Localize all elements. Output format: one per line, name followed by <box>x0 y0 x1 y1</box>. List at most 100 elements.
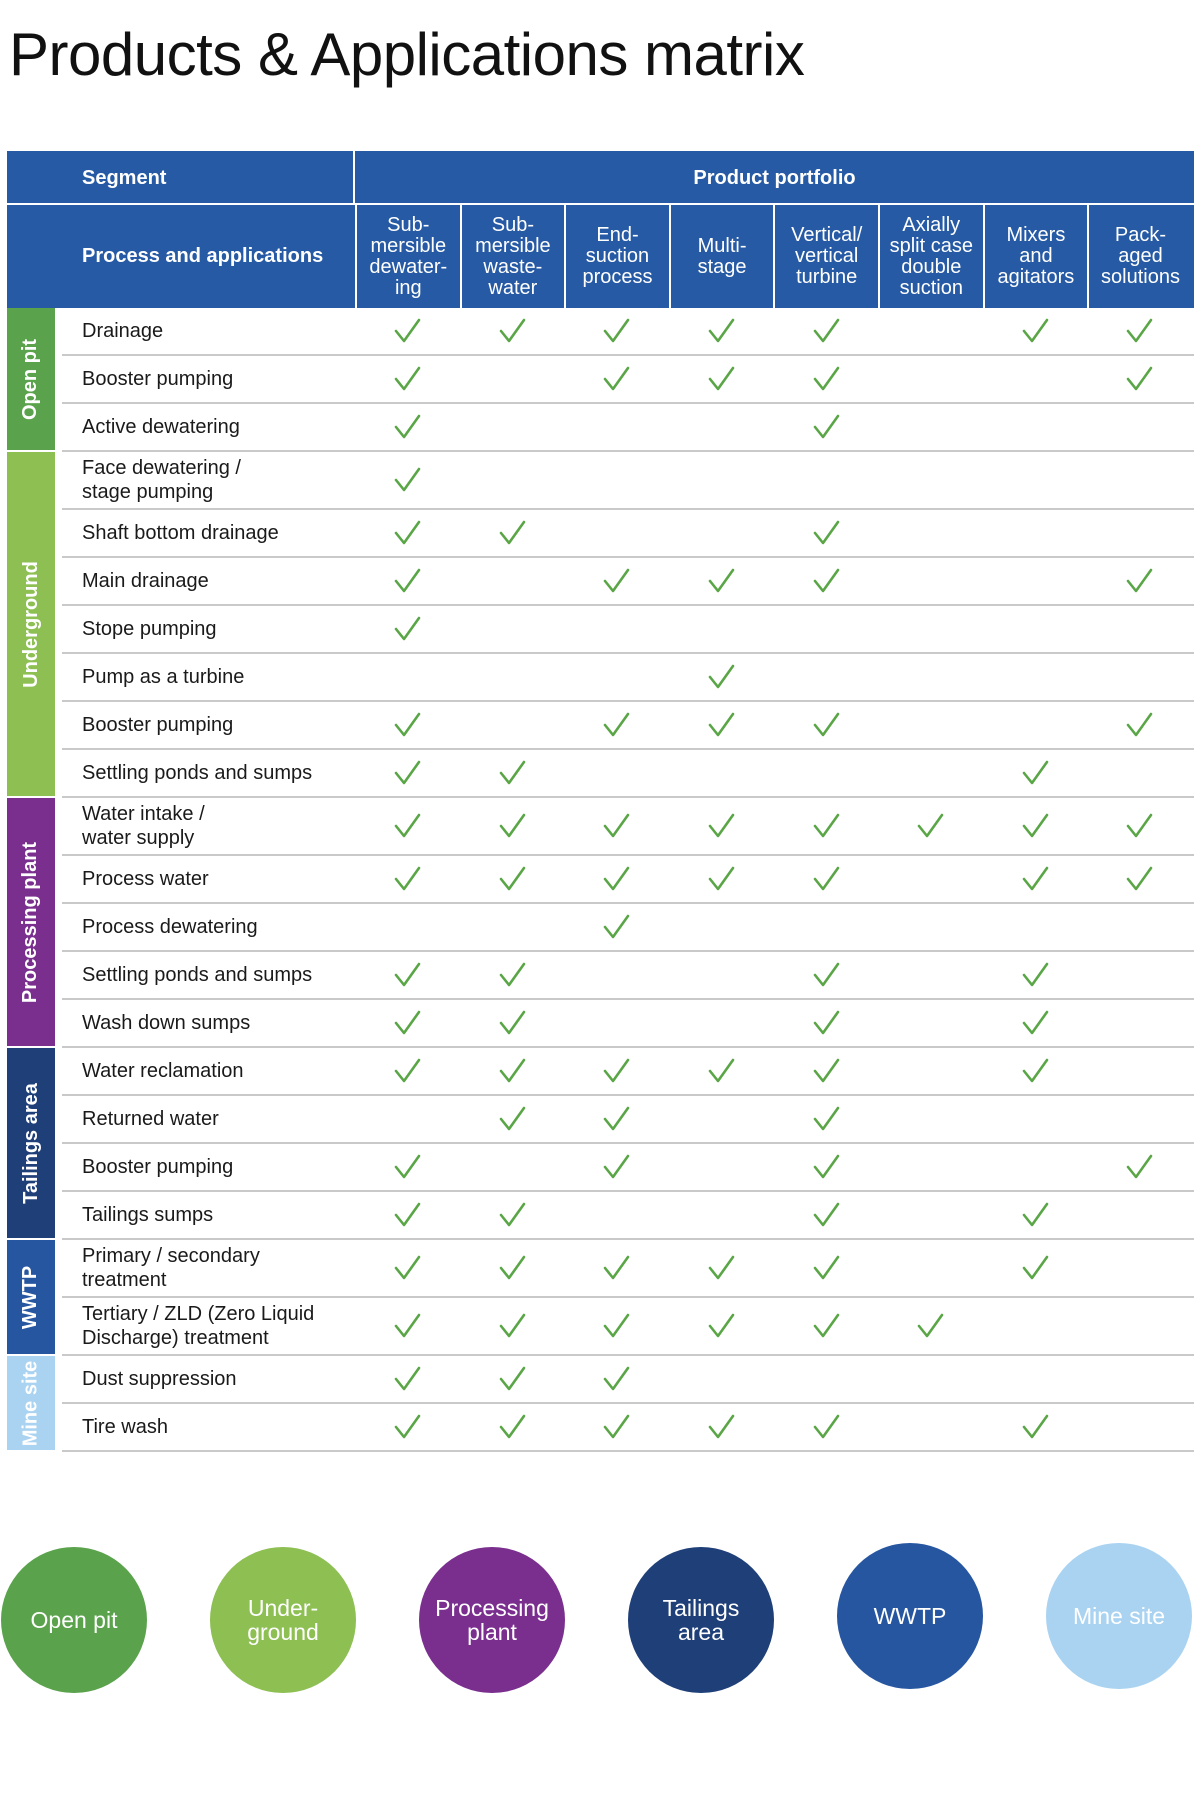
segment-block: Open pit <box>7 308 55 450</box>
check-icon <box>1022 866 1049 891</box>
check-icon <box>499 1058 526 1083</box>
matrix-cell <box>983 308 1088 354</box>
matrix-cell <box>355 1096 460 1142</box>
matrix-cell <box>355 1000 460 1046</box>
matrix-cell <box>355 702 460 748</box>
check-icon <box>813 866 839 891</box>
matrix-cell <box>669 510 774 556</box>
matrix-cell <box>983 904 1088 950</box>
column-header: Sub- mersible waste- water <box>459 205 565 308</box>
check-icon <box>499 1414 526 1439</box>
check-icon <box>394 1202 421 1227</box>
row-label: Booster pumping <box>82 714 234 736</box>
matrix-cell <box>564 1048 669 1094</box>
check-icon <box>394 1414 421 1439</box>
matrix-cell <box>564 856 669 902</box>
matrix-cell <box>773 1096 878 1142</box>
matrix-cell <box>355 1144 460 1190</box>
segment-block: Underground <box>7 452 55 796</box>
legend-label: WWTP <box>873 1603 947 1629</box>
matrix-cell <box>460 952 565 998</box>
matrix-cell <box>878 1404 983 1450</box>
table-row: Booster pumping <box>62 356 1194 404</box>
check-icon <box>708 813 735 838</box>
check-icon <box>708 366 735 391</box>
legend-circle: Tailings area <box>628 1547 774 1693</box>
table-row: Dust suppression <box>62 1356 1194 1404</box>
matrix-cell <box>460 1144 565 1190</box>
matrix-cell <box>355 952 460 998</box>
matrix-cell <box>460 356 565 402</box>
matrix-cell <box>564 1356 669 1402</box>
segment-header: Segment <box>82 167 167 189</box>
legend-circle: Under- ground <box>210 1547 356 1693</box>
table-row: Process dewatering <box>62 904 1194 952</box>
check-icon <box>604 1255 630 1280</box>
matrix-cell <box>460 1298 565 1354</box>
check-icon <box>813 1313 839 1338</box>
matrix-cell <box>1087 1000 1192 1046</box>
matrix-cell <box>355 558 460 604</box>
check-icon <box>708 1255 735 1280</box>
portfolio-header: Product portfolio <box>693 167 856 189</box>
check-icon <box>394 520 421 545</box>
check-icon <box>708 568 735 593</box>
header-divider <box>353 151 355 203</box>
table-row: Primary / secondary treatment <box>62 1240 1194 1298</box>
matrix-cell <box>669 952 774 998</box>
legend-circle: Processing plant <box>419 1547 565 1693</box>
matrix-cell <box>773 1144 878 1190</box>
matrix-cell <box>983 952 1088 998</box>
matrix-cell <box>878 750 983 796</box>
matrix-cell <box>564 308 669 354</box>
matrix-cell <box>878 558 983 604</box>
matrix-cell <box>1087 1240 1192 1296</box>
matrix-cell <box>669 654 774 700</box>
matrix-cell <box>1087 856 1192 902</box>
matrix-cell <box>983 1000 1088 1046</box>
column-header-label: Vertical/ vertical turbine <box>791 224 863 288</box>
matrix-cell <box>1087 606 1192 652</box>
matrix-cell <box>878 1192 983 1238</box>
check-icon <box>813 712 839 737</box>
process-header: Process and applications <box>82 245 324 267</box>
matrix-cell <box>983 1144 1088 1190</box>
matrix-cell <box>564 1096 669 1142</box>
matrix-cell <box>773 654 878 700</box>
check-icon <box>917 813 944 838</box>
matrix-cell <box>1087 1356 1192 1402</box>
matrix-cell <box>878 798 983 854</box>
check-icon <box>813 1414 839 1439</box>
matrix-cell <box>878 1356 983 1402</box>
matrix-cell <box>878 904 983 950</box>
check-icon <box>394 467 421 492</box>
matrix-cell <box>1087 308 1192 354</box>
check-icon <box>394 1366 421 1391</box>
matrix-cell <box>460 750 565 796</box>
check-icon <box>1022 1202 1049 1227</box>
check-icon <box>813 318 839 343</box>
matrix-cell <box>669 1000 774 1046</box>
matrix-cell <box>564 1240 669 1296</box>
matrix-cell <box>355 308 460 354</box>
matrix-cell <box>1087 558 1192 604</box>
table-row: Shaft bottom drainage <box>62 510 1194 558</box>
row-label: Pump as a turbine <box>82 666 245 688</box>
check-icon <box>1127 813 1153 838</box>
column-header-label: Multi- stage <box>697 234 747 278</box>
matrix-cell <box>1087 654 1192 700</box>
matrix-cell <box>564 1192 669 1238</box>
table-row: Water reclamation <box>62 1048 1194 1096</box>
row-label: Booster pumping <box>82 368 234 390</box>
matrix-cell <box>460 452 565 508</box>
check-icon <box>1022 962 1049 987</box>
matrix-cell <box>878 1000 983 1046</box>
table-row: Stope pumping <box>62 606 1194 654</box>
check-icon <box>499 962 526 987</box>
check-icon <box>394 1313 421 1338</box>
segment-label: Tailings area <box>19 1082 42 1204</box>
matrix-cell <box>564 558 669 604</box>
matrix-cell <box>983 1048 1088 1094</box>
check-icon <box>499 1313 526 1338</box>
matrix-cell <box>355 1048 460 1094</box>
